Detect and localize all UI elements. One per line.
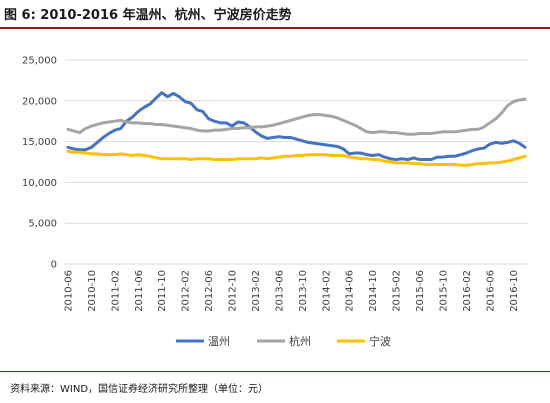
x-tick-label: 2014-02 bbox=[321, 270, 332, 312]
x-tick-label: 2016-10 bbox=[509, 270, 520, 312]
legend: 温州 杭州 宁波 bbox=[176, 334, 391, 348]
header-rule bbox=[0, 27, 550, 29]
x-tick-label: 2015-10 bbox=[439, 270, 450, 312]
y-tick-label: 25,000 bbox=[22, 56, 57, 67]
x-tick-label: 2015-02 bbox=[392, 270, 403, 312]
x-tick-label: 2013-02 bbox=[251, 270, 262, 312]
figure-source: 资料来源：WIND，国信证券经济研究所整理（单位：元） bbox=[10, 384, 269, 395]
x-tick-label: 2011-02 bbox=[110, 270, 121, 312]
y-tick-label: 15,000 bbox=[22, 137, 57, 148]
figure-header: 图 6: 2010-2016 年温州、杭州、宁波房价走势 bbox=[0, 0, 550, 29]
x-tick-label: 2012-02 bbox=[181, 270, 192, 312]
series-lines bbox=[66, 91, 527, 167]
x-tick-label: 2013-10 bbox=[298, 270, 309, 312]
x-axis: 2010-06 2010-10 2011-02 2011-06 2011-10 2012-… bbox=[63, 270, 519, 312]
x-tick-label: 2010-10 bbox=[87, 270, 98, 312]
x-tick-label: 2014-10 bbox=[368, 270, 379, 312]
x-tick-label: 2013-06 bbox=[274, 270, 285, 312]
x-tick-label: 2014-06 bbox=[345, 270, 356, 312]
x-tick-label: 2011-10 bbox=[157, 270, 168, 312]
legend-label: 温州 bbox=[208, 335, 230, 348]
x-tick-label: 2016-02 bbox=[462, 270, 473, 312]
x-tick-label: 2011-06 bbox=[134, 270, 145, 312]
footer-rule bbox=[0, 371, 550, 372]
y-tick-label: 0 bbox=[51, 260, 57, 271]
y-tick-label: 10,000 bbox=[22, 178, 57, 189]
figure-title: 图 6: 2010-2016 年温州、杭州、宁波房价走势 bbox=[4, 8, 292, 23]
series-line-3 bbox=[66, 149, 527, 167]
x-tick-label: 2012-06 bbox=[204, 270, 215, 312]
x-tick-label: 2015-06 bbox=[415, 270, 426, 312]
x-tick-label: 2016-06 bbox=[485, 270, 496, 312]
series-line-2 bbox=[66, 97, 527, 136]
y-axis: 25,000 20,000 15,000 10,000 5,000 0 bbox=[22, 56, 57, 271]
x-tick-label: 2010-06 bbox=[63, 270, 74, 312]
legend-label: 杭州 bbox=[289, 334, 311, 348]
gridlines bbox=[65, 59, 528, 265]
y-tick-label: 5,000 bbox=[28, 219, 57, 230]
x-tick-label: 2012-10 bbox=[228, 270, 239, 312]
y-tick-label: 20,000 bbox=[22, 96, 57, 107]
legend-label: 宁波 bbox=[369, 334, 391, 348]
series-line-1 bbox=[66, 91, 527, 162]
